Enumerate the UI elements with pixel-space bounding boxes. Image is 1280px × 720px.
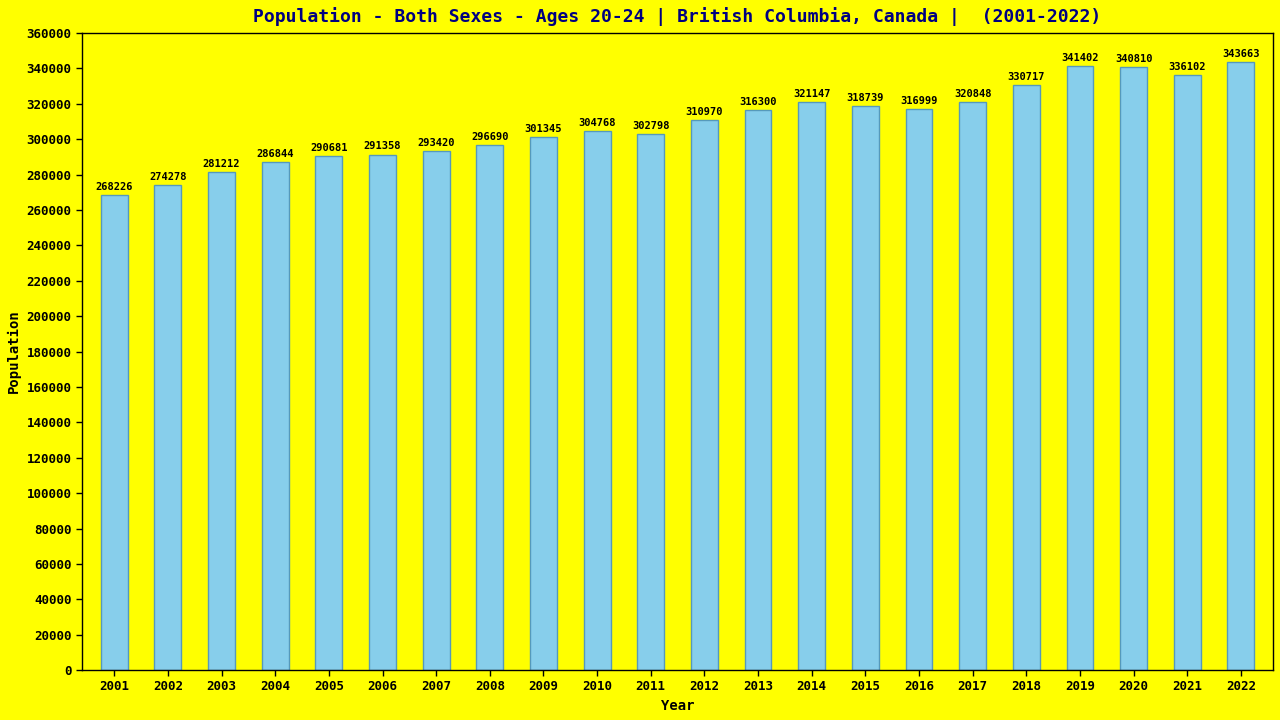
Text: 274278: 274278 bbox=[150, 171, 187, 181]
Bar bbox=[262, 163, 288, 670]
Bar bbox=[691, 120, 718, 670]
Bar bbox=[369, 155, 396, 670]
Bar bbox=[101, 195, 128, 670]
Text: 330717: 330717 bbox=[1007, 72, 1044, 81]
Bar bbox=[476, 145, 503, 670]
Bar bbox=[905, 109, 932, 670]
Bar bbox=[530, 137, 557, 670]
Text: 286844: 286844 bbox=[256, 149, 294, 159]
Bar bbox=[745, 110, 772, 670]
Text: 310970: 310970 bbox=[686, 107, 723, 117]
Bar bbox=[799, 102, 826, 670]
Text: 296690: 296690 bbox=[471, 132, 508, 142]
Text: 301345: 301345 bbox=[525, 124, 562, 134]
Bar bbox=[315, 156, 342, 670]
Title: Population - Both Sexes - Ages 20-24 | British Columbia, Canada |  (2001-2022): Population - Both Sexes - Ages 20-24 | B… bbox=[253, 7, 1102, 26]
Bar bbox=[1066, 66, 1093, 670]
Bar bbox=[209, 173, 236, 670]
Text: 268226: 268226 bbox=[96, 182, 133, 192]
Bar bbox=[422, 151, 449, 670]
Bar bbox=[1228, 62, 1254, 670]
Text: 320848: 320848 bbox=[954, 89, 992, 99]
Text: 341402: 341402 bbox=[1061, 53, 1098, 63]
Bar bbox=[852, 106, 879, 670]
Text: 316999: 316999 bbox=[900, 96, 938, 106]
Bar bbox=[1174, 76, 1201, 670]
Text: 318739: 318739 bbox=[846, 93, 884, 103]
Text: 343663: 343663 bbox=[1222, 49, 1260, 59]
X-axis label: Year: Year bbox=[660, 699, 694, 713]
Bar bbox=[584, 131, 611, 670]
Text: 340810: 340810 bbox=[1115, 54, 1152, 64]
Text: 336102: 336102 bbox=[1169, 62, 1206, 72]
Text: 290681: 290681 bbox=[310, 143, 348, 153]
Y-axis label: Population: Population bbox=[6, 310, 20, 393]
Text: 291358: 291358 bbox=[364, 141, 401, 151]
Text: 304768: 304768 bbox=[579, 117, 616, 127]
Bar bbox=[959, 102, 986, 670]
Text: 302798: 302798 bbox=[632, 121, 669, 131]
Text: 281212: 281212 bbox=[202, 159, 241, 169]
Text: 293420: 293420 bbox=[417, 138, 454, 148]
Text: 316300: 316300 bbox=[740, 97, 777, 107]
Bar bbox=[1120, 67, 1147, 670]
Bar bbox=[637, 134, 664, 670]
Bar bbox=[155, 185, 182, 670]
Bar bbox=[1012, 85, 1039, 670]
Text: 321147: 321147 bbox=[792, 89, 831, 99]
